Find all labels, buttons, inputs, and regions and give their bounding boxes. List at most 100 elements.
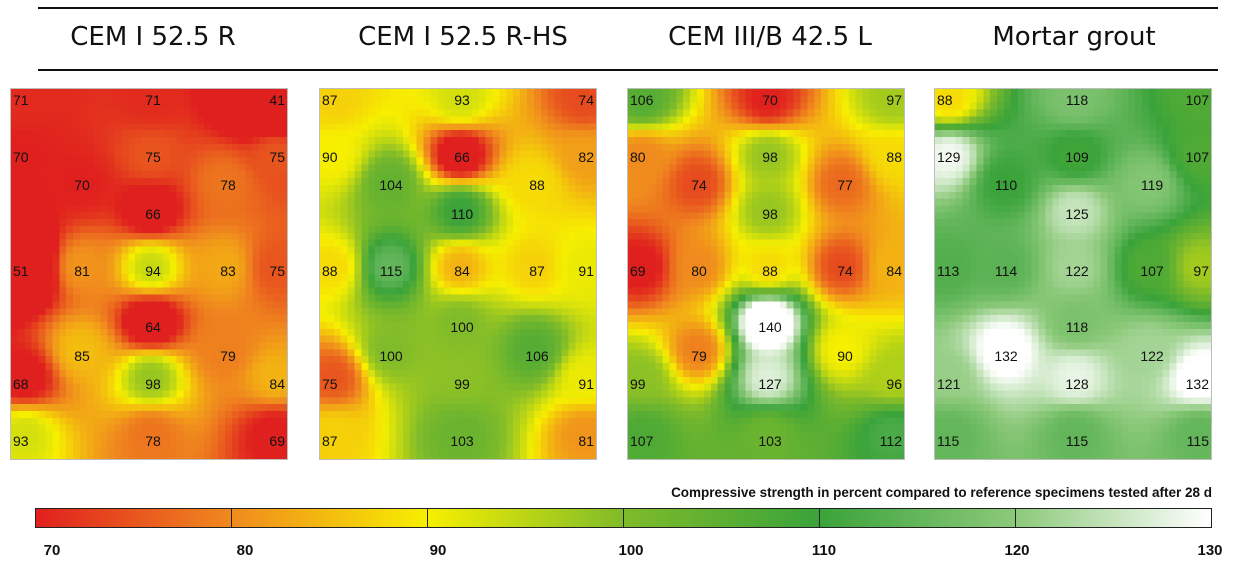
colorbar-caption: Compressive strength in percent compared… [671, 485, 1212, 500]
value-label: 90 [322, 148, 338, 165]
colorbar-tick-label: 130 [1197, 542, 1223, 559]
heatmap-panel: 106 70 97 80 98 88 74 77 98 69 80 88 74 84 140 79 90 99 12… [627, 88, 905, 460]
value-label: 81 [74, 262, 90, 279]
value-label: 115 [937, 433, 960, 449]
value-label: 107 [1185, 92, 1209, 108]
value-label: 84 [886, 262, 902, 279]
value-label: 70 [13, 148, 29, 165]
value-label: 87 [322, 92, 338, 108]
value-label: 103 [450, 433, 474, 449]
value-label: 100 [379, 347, 403, 364]
value-label: 66 [145, 205, 161, 222]
value-label: 110 [450, 205, 474, 222]
colorbar-tick-label: 110 [811, 542, 837, 559]
value-label: 112 [879, 433, 902, 449]
value-label: 115 [1186, 433, 1209, 449]
value-label: 107 [1140, 262, 1164, 279]
value-label: 83 [220, 262, 236, 279]
value-label: 114 [994, 262, 1018, 279]
value-label: 98 [762, 205, 778, 222]
value-label: 91 [578, 376, 594, 393]
value-label: 127 [758, 376, 782, 393]
value-label: 115 [1065, 433, 1089, 449]
value-label: 71 [13, 92, 29, 108]
header-rule [38, 69, 1218, 71]
value-label: 74 [578, 92, 594, 108]
value-label: 106 [630, 92, 654, 108]
heatmap-surface [628, 89, 904, 459]
value-label: 88 [762, 262, 778, 279]
value-label: 119 [1140, 177, 1164, 194]
heatmap-panel: 71 71 41 70 75 75 70 78 66 51 81 94 83 75 64 85 79 68 98 84… [10, 88, 288, 460]
value-label: 84 [269, 376, 285, 393]
value-label: 69 [630, 262, 646, 279]
value-label: 74 [837, 262, 853, 279]
value-label: 140 [758, 319, 782, 336]
value-label: 115 [379, 262, 403, 279]
value-label: 96 [886, 376, 902, 393]
value-label: 97 [1193, 262, 1209, 279]
value-label: 128 [1065, 376, 1089, 393]
value-label: 107 [630, 433, 654, 449]
colorbar-separator [230, 508, 232, 528]
value-label: 121 [937, 376, 961, 393]
value-label: 122 [1140, 347, 1164, 364]
value-label: 118 [1065, 319, 1089, 336]
value-label: 122 [1065, 262, 1089, 279]
value-label: 97 [886, 92, 902, 108]
value-label: 51 [13, 262, 29, 279]
value-label: 132 [994, 347, 1018, 364]
value-label: 109 [1065, 148, 1089, 165]
value-label: 91 [578, 262, 594, 279]
value-label: 113 [937, 262, 960, 279]
value-label: 68 [13, 376, 29, 393]
value-label: 74 [691, 177, 707, 194]
panel-title: Mortar grout [992, 22, 1156, 52]
value-label: 110 [994, 177, 1018, 194]
value-label: 87 [322, 433, 338, 449]
value-label: 93 [454, 92, 470, 108]
value-label: 75 [269, 262, 285, 279]
heatmap-surface [11, 89, 287, 459]
heatmap-panel: 88 118 107 129 109 107 110 119 125 113 114 122 107 97… [934, 88, 1212, 460]
value-label: 99 [454, 376, 470, 393]
value-label: 88 [886, 148, 902, 165]
value-label: 64 [145, 319, 161, 336]
value-label: 79 [220, 347, 236, 364]
value-label: 41 [269, 92, 285, 108]
value-label: 87 [529, 262, 545, 279]
heatmap-surface [320, 89, 596, 459]
value-label: 81 [578, 433, 594, 449]
value-label: 77 [837, 177, 853, 194]
value-label: 100 [450, 319, 474, 336]
colorbar-tick-label: 120 [1004, 542, 1030, 559]
top-rule [38, 7, 1218, 9]
value-label: 69 [269, 433, 285, 449]
value-label: 82 [578, 148, 594, 165]
value-label: 75 [145, 148, 161, 165]
value-label: 118 [1065, 92, 1089, 108]
colorbar-tick-label: 70 [43, 542, 61, 559]
colorbar-tick-label: 90 [429, 542, 447, 559]
heatmap-surface [935, 89, 1211, 459]
panel-title: CEM III/B 42.5 L [668, 22, 872, 52]
value-label: 103 [758, 433, 782, 449]
heatmap-panel: 87 93 74 90 66 82 104 88 110 88 115 84 87 91 100 100 106… [319, 88, 597, 460]
value-label: 88 [322, 262, 338, 279]
value-label: 125 [1065, 205, 1089, 222]
value-label: 107 [1185, 148, 1209, 165]
value-label: 104 [379, 177, 403, 194]
value-label: 94 [145, 262, 161, 279]
value-label: 129 [937, 148, 961, 165]
value-label: 106 [525, 347, 549, 364]
value-label: 99 [630, 376, 646, 393]
value-label: 90 [837, 347, 853, 364]
value-label: 80 [630, 148, 646, 165]
value-label: 70 [74, 177, 90, 194]
value-label: 75 [322, 376, 338, 393]
panel-title: CEM I 52.5 R-HS [358, 22, 568, 52]
value-label: 98 [145, 376, 161, 393]
value-label: 85 [74, 347, 90, 364]
colorbar-separator [426, 508, 428, 528]
colorbar-separator [623, 508, 624, 528]
